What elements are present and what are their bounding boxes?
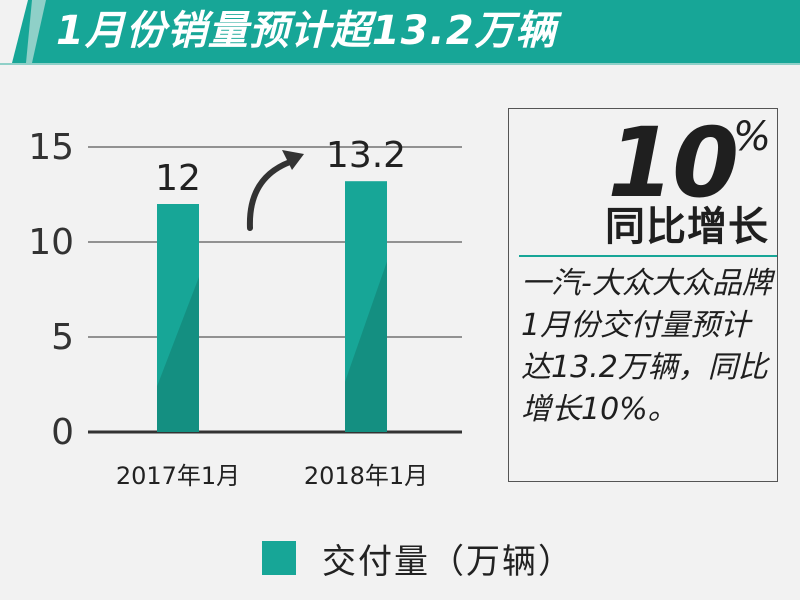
x-tick-label: 2018年1月 xyxy=(304,462,428,490)
y-tick-label: 5 xyxy=(51,317,74,358)
data-label: 12 xyxy=(155,158,201,199)
legend-label: 交付量（万辆） xyxy=(322,541,574,582)
header-banner: 1月份销量预计超13.2万辆 xyxy=(0,0,800,65)
growth-label: 同比增长 xyxy=(605,204,769,250)
bar-chart: 0 5 10 15 12 2017年1月 13.2 2018年1月 xyxy=(28,127,462,490)
growth-number: 10 xyxy=(607,107,739,219)
bar-shade xyxy=(345,261,387,432)
callout-divider xyxy=(519,255,777,257)
page-title: 1月份销量预计超13.2万辆 xyxy=(56,8,557,54)
header-stripe-accent xyxy=(26,0,46,63)
chart-legend: 交付量（万辆） xyxy=(262,540,574,582)
bar-shade xyxy=(157,276,199,432)
callout-description: 一汽-大众大众品牌1月份交付量预计达13.2万辆，同比增长10%。 xyxy=(521,266,772,427)
y-tick-label: 15 xyxy=(28,127,74,168)
x-tick-label: 2017年1月 xyxy=(116,462,240,490)
growth-percent-sign: % xyxy=(732,114,771,160)
data-label: 13.2 xyxy=(326,135,406,176)
growth-callout: 10 % 同比增长 一汽-大众大众品牌1月份交付量预计达13.2万辆，同比增长1… xyxy=(508,108,778,482)
curved-up-right-arrow-icon xyxy=(246,159,293,231)
y-tick-label: 0 xyxy=(51,412,74,453)
legend-swatch xyxy=(262,541,296,575)
y-tick-label: 10 xyxy=(28,222,74,263)
arrow-head-icon xyxy=(282,150,304,170)
